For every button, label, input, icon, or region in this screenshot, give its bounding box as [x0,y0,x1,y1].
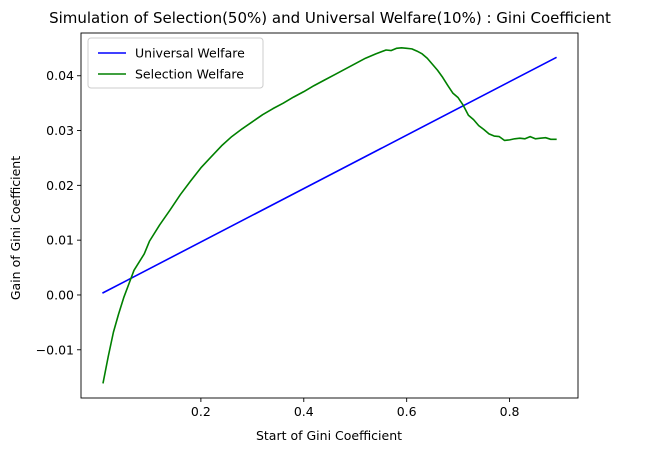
y-tick-label: −0.01 [36,342,74,357]
y-axis: −0.01 0.00 0.01 0.02 0.03 0.04 [36,68,81,357]
legend: Universal Welfare Selection Welfare [87,37,264,89]
y-axis-label: Gain of Gini Coefficient [8,156,23,300]
y-tick-label: 0.04 [46,68,74,83]
x-tick-label: 0.8 [500,404,520,419]
x-axis: 0.2 0.4 0.6 0.8 [191,398,520,419]
legend-label: Universal Welfare [135,46,245,61]
series-line-universal-welfare [102,56,557,294]
legend-label: Selection Welfare [135,67,244,82]
series-lines [102,46,557,384]
y-tick-label: 0.01 [46,233,74,248]
x-tick-label: 0.2 [191,404,211,419]
chart-title: Simulation of Selection(50%) and Univers… [49,9,611,27]
x-tick-label: 0.4 [294,404,314,419]
legend-box [87,37,264,89]
series-line-selection-welfare [102,46,557,384]
y-tick-label: 0.03 [46,123,74,138]
axes-frame [80,32,579,399]
y-tick-label: 0.00 [46,287,74,302]
x-tick-label: 0.6 [397,404,417,419]
y-tick-label: 0.02 [46,178,74,193]
x-axis-label: Start of Gini Coefficient [256,428,402,443]
